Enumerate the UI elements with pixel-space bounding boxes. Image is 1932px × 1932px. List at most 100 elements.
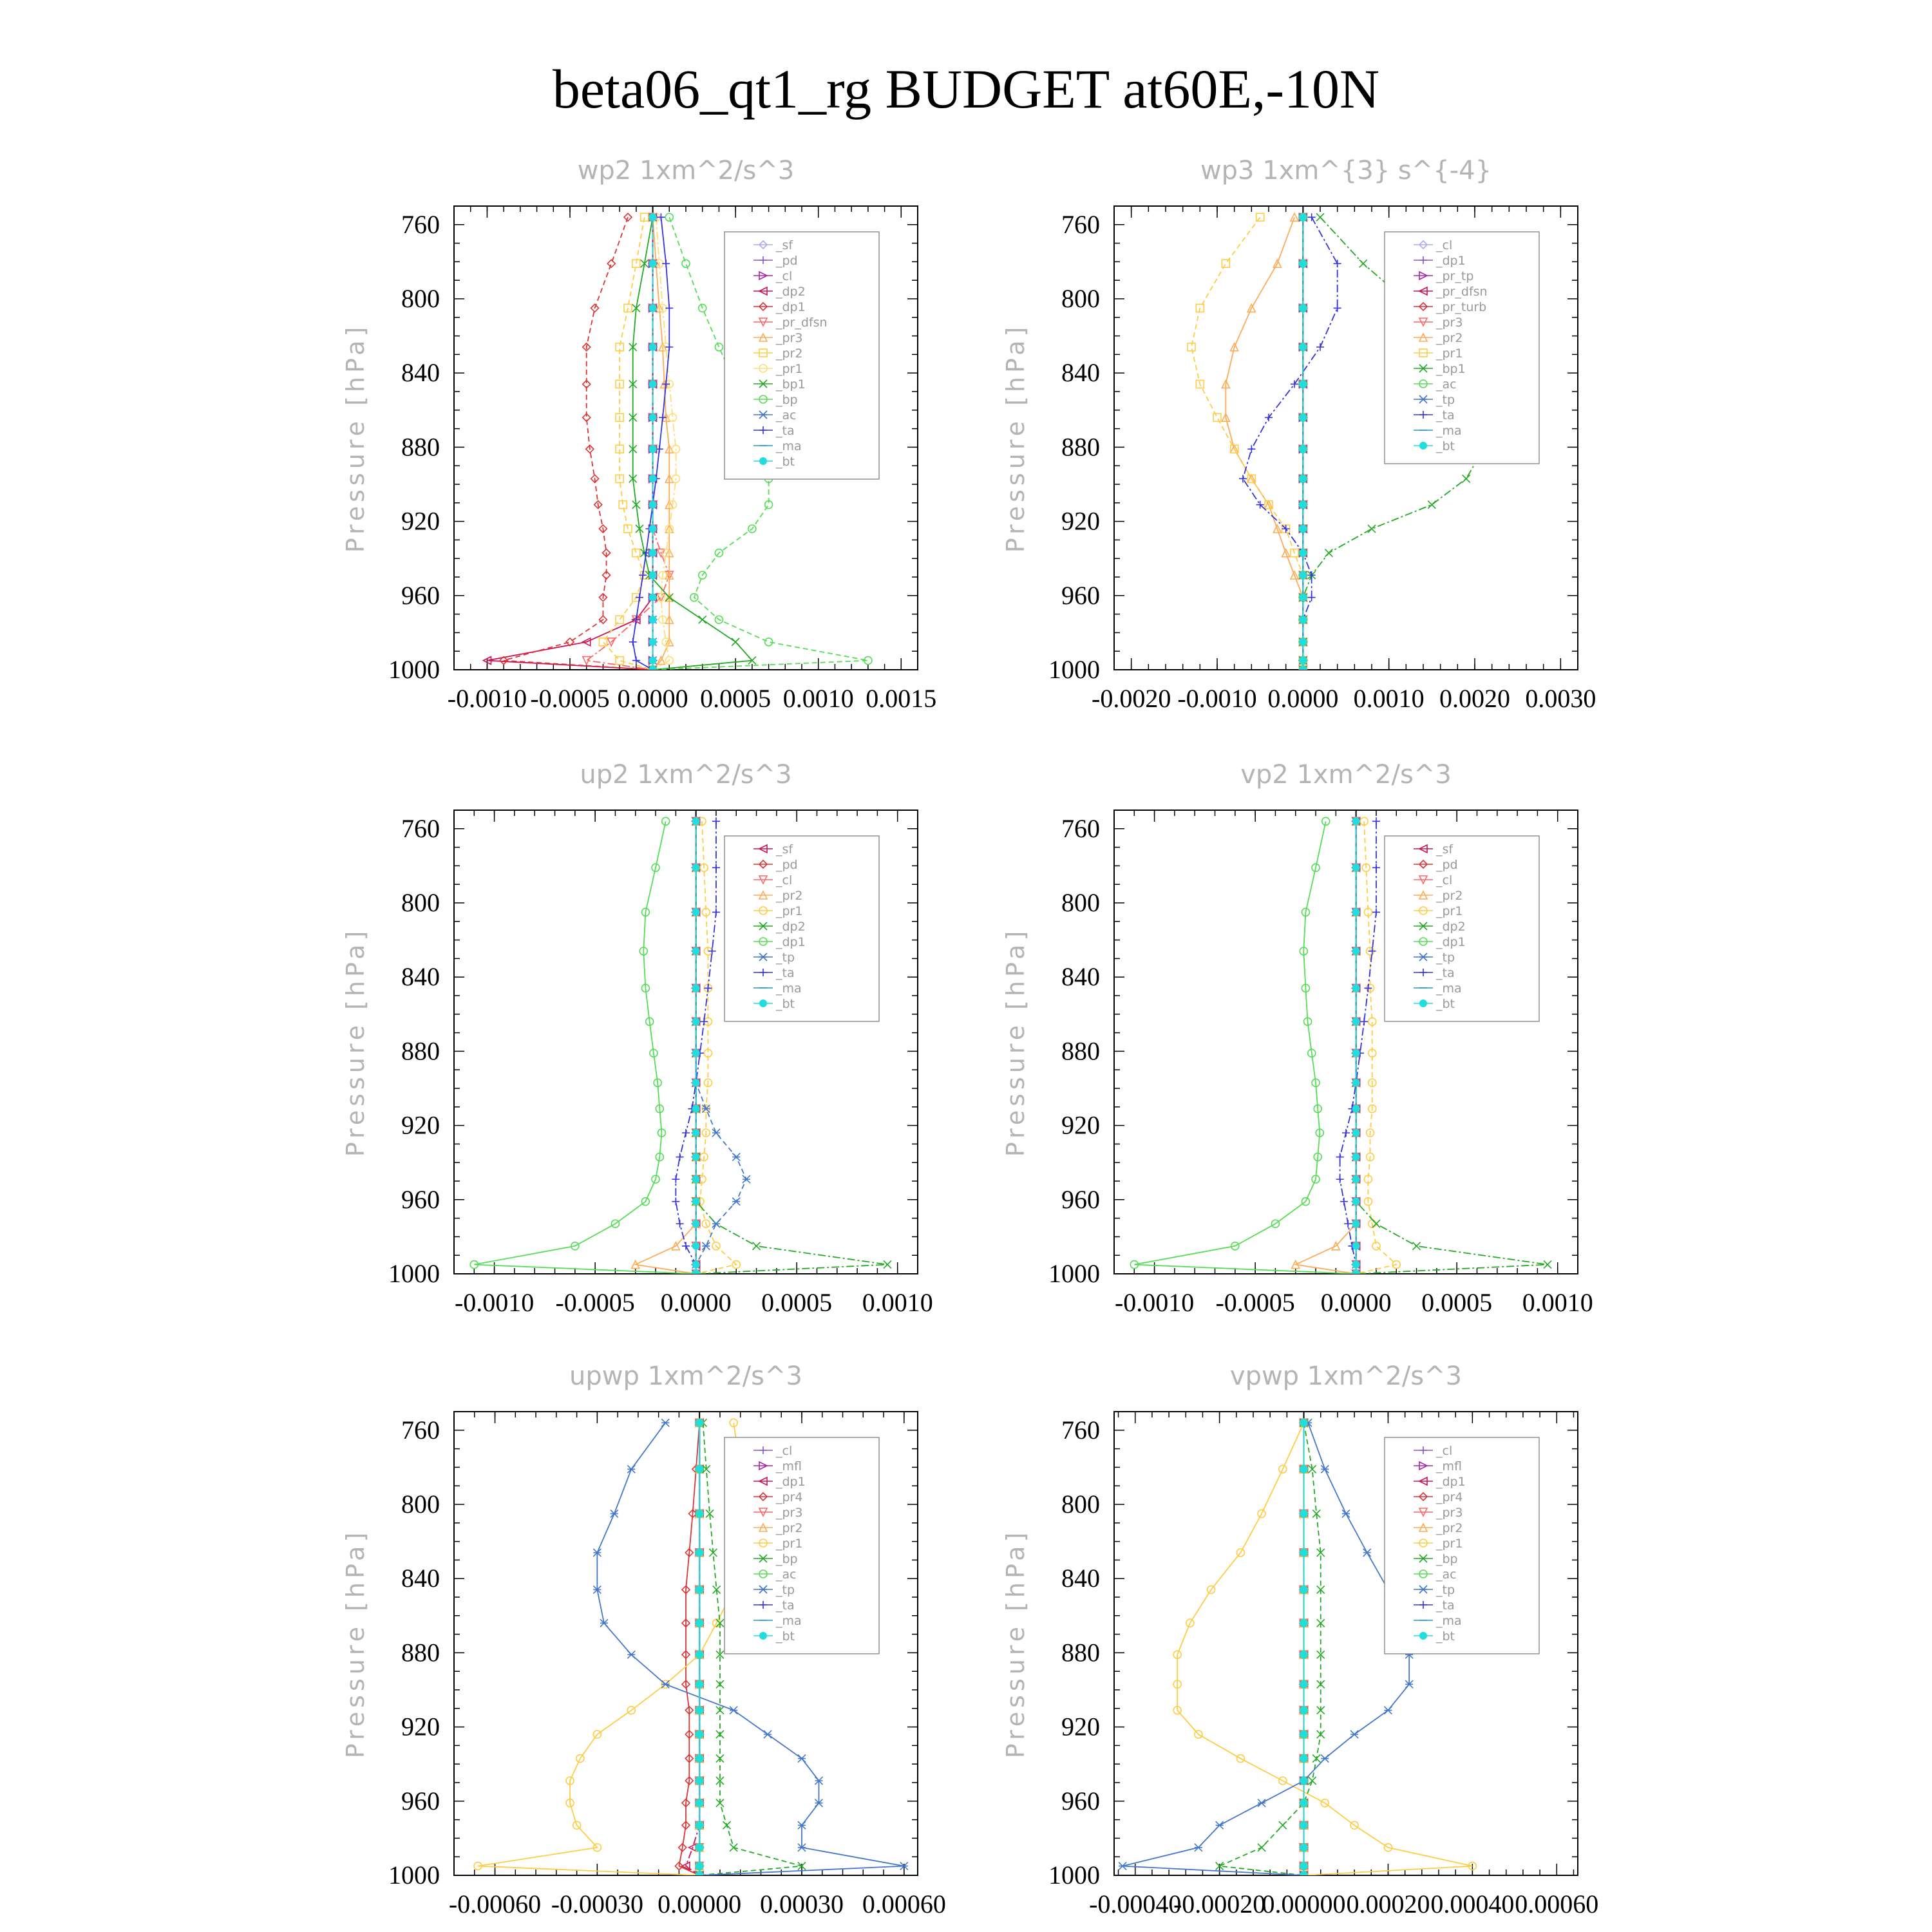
y-axis-label: Pressure [hPa] [341, 927, 370, 1157]
data-point [1257, 1799, 1266, 1808]
panel-title: wp2 1xm^2/s^3 [578, 156, 795, 185]
legend-label-ac: _ac [775, 408, 797, 422]
data-point [685, 1754, 694, 1763]
data-point [627, 1705, 636, 1715]
y-tick-label: 1000 [388, 1259, 440, 1288]
data-point [696, 1862, 704, 1870]
y-tick-label: 800 [1061, 1490, 1100, 1519]
data-point [665, 213, 674, 222]
legend-marker [759, 969, 767, 976]
legend-label-ta: _ta [1435, 408, 1455, 422]
data-point [649, 593, 657, 601]
legend-label-pr1: _pr1 [1435, 1537, 1463, 1551]
x-tick-label: 0.0000 [618, 684, 688, 713]
data-point [797, 1843, 806, 1852]
legend-marker [759, 348, 768, 357]
data-point [672, 1197, 680, 1206]
data-point [1130, 1260, 1139, 1269]
data-point [1342, 1129, 1350, 1137]
legend-marker [1418, 240, 1428, 250]
data-point [1307, 213, 1316, 222]
data-point [627, 1464, 636, 1473]
legend-label-ma: _ma [775, 439, 802, 453]
data-point [600, 1618, 609, 1627]
series-ta [1336, 817, 1380, 1274]
data-point [715, 1730, 724, 1739]
legend-label-pr3: _pr3 [1435, 1506, 1463, 1520]
data-point [1231, 1242, 1240, 1251]
series-pr1 [1187, 213, 1308, 670]
legend-marker [1419, 256, 1427, 264]
legend-label-bp: _bp [1435, 1552, 1458, 1566]
x-tick-label: -0.0010 [448, 684, 527, 713]
legend-marker [759, 1461, 768, 1471]
panel-up2: up2 1xm^2/s^3 Pressure [hPa] 760 800 840 880 9… [341, 760, 933, 1317]
data-point [661, 637, 670, 647]
legend-box [724, 1437, 880, 1654]
panel-title: up2 1xm^2/s^3 [580, 760, 791, 790]
data-point [1331, 1241, 1341, 1251]
legend-marker [1419, 1461, 1428, 1471]
plot-area [482, 212, 873, 670]
data-point [697, 303, 707, 313]
legend-marker [1419, 1539, 1428, 1548]
legend-marker [1418, 1476, 1428, 1486]
y-tick-label: 960 [401, 1786, 440, 1815]
legend-marker [1419, 442, 1427, 450]
data-point [797, 1821, 806, 1830]
data-point [656, 592, 666, 602]
data-point [1412, 1242, 1421, 1251]
legend-label-pr-turb: _pr_turb [1435, 300, 1486, 314]
series-line-pr2 [1225, 216, 1304, 670]
legend-label-tp: _tp [775, 951, 795, 965]
data-point [635, 524, 644, 533]
data-point [645, 1017, 654, 1027]
legend-label-pd: _pd [775, 858, 798, 872]
data-point [681, 1821, 691, 1830]
data-point [692, 1260, 700, 1269]
data-point [641, 907, 650, 917]
data-point [1352, 1104, 1360, 1113]
legend-label-ma: _ma [775, 1614, 802, 1628]
data-point [671, 1241, 681, 1251]
data-point [623, 213, 633, 222]
y-tick-label: 800 [1061, 284, 1100, 313]
legend-label-pr1: _pr1 [775, 904, 802, 918]
series-line-dp2 [487, 217, 654, 670]
data-point [674, 1861, 684, 1871]
data-point [692, 1129, 700, 1137]
data-point [664, 444, 674, 454]
data-point [659, 413, 667, 422]
legend-marker [1418, 890, 1428, 900]
legend-label-dp2: _dp2 [1435, 920, 1466, 934]
data-point [1301, 1197, 1311, 1206]
legend-label-pr2: _pr2 [775, 889, 802, 903]
data-point [763, 1730, 772, 1739]
data-point [649, 616, 657, 624]
data-point [1300, 1651, 1308, 1659]
legend-marker [1419, 379, 1428, 388]
data-point [1236, 1548, 1245, 1557]
legend-marker [759, 410, 768, 419]
legend-label-sf: _sf [1435, 842, 1454, 857]
legend-marker [759, 1554, 768, 1563]
data-point [681, 1585, 691, 1595]
data-point [1336, 1175, 1344, 1184]
legend-label-ma: _ma [1435, 981, 1462, 996]
data-point [598, 524, 608, 534]
data-point [623, 303, 632, 313]
panel-title: vp2 1xm^2/s^3 [1240, 760, 1452, 790]
legend-marker [1419, 937, 1428, 946]
data-point [1383, 1706, 1393, 1715]
legend-label-pr1: _pr1 [1435, 904, 1463, 918]
data-point [665, 524, 674, 533]
legend-label-pd: _pd [775, 254, 798, 268]
data-point [729, 1706, 738, 1715]
legend-label-sf: _sf [775, 842, 793, 857]
data-point [1300, 1799, 1308, 1807]
data-point [692, 1049, 700, 1057]
series-pr2 [1221, 212, 1308, 670]
data-point [592, 1548, 601, 1557]
data-point [1273, 258, 1282, 269]
data-point [696, 1706, 704, 1714]
